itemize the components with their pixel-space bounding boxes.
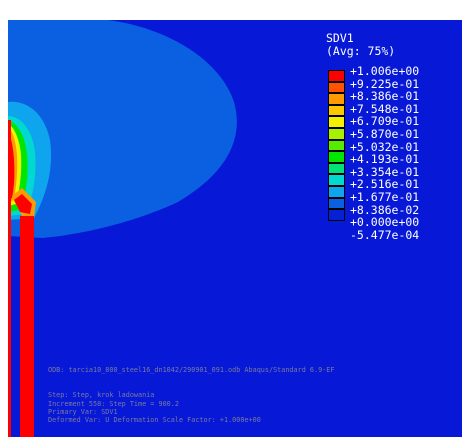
legend-value: +2.516e-01 [350, 177, 420, 192]
model-viewport[interactable]: SDV1 (Avg: 75%) +1.006e+00 +9.225e-01 +8.3… [8, 20, 462, 437]
legend-swatch [328, 139, 345, 152]
legend-swatch [328, 197, 345, 210]
red-column [20, 216, 34, 437]
legend-swatch [328, 209, 345, 221]
legend-swatch [328, 162, 345, 175]
legend-value: +9.225e-01 [350, 76, 420, 91]
legend-labels: +1.006e+00 +9.225e-01 +8.386e-01 +7.548e-01… [350, 65, 419, 241]
legend-swatch [328, 81, 345, 94]
red-column-edge [8, 120, 11, 437]
deformed-var-info: Deformed Var: U Deformation Scale Factor… [48, 416, 261, 425]
increment-info: Increment 558: Step Time = 900.2 [48, 399, 179, 408]
legend-swatch [328, 104, 345, 117]
legend-value: +3.354e-01 [350, 164, 420, 179]
legend-averaging: (Avg: 75%) [326, 44, 396, 58]
contour-plot [8, 20, 237, 437]
odb-info: ODB: tarcia10_800_steel16_dn1042/290901_… [48, 366, 335, 374]
legend-value: +7.548e-01 [350, 101, 420, 116]
legend-swatch [328, 151, 345, 163]
legend-value: +6.709e-01 [350, 114, 420, 129]
contour-band-outer [8, 20, 237, 238]
legend-swatch [328, 116, 345, 128]
legend-value: +5.870e-01 [350, 126, 420, 141]
primary-var-info: Primary Var: SDV1 [48, 407, 118, 416]
legend-swatch [328, 93, 345, 105]
legend-value: +1.006e+00 [350, 64, 420, 78]
legend-value: -5.477e-04 [350, 227, 420, 242]
legend-value: +8.386e-01 [350, 89, 420, 104]
legend-variable: SDV1 [326, 31, 354, 45]
legend-swatch [328, 70, 345, 82]
step-info: Step: Step, krok ladowania [48, 391, 155, 400]
contour-notch-core [14, 194, 32, 214]
legend-color-bar [328, 70, 345, 221]
legend-swatch [328, 185, 345, 198]
legend-value: +4.193e-01 [350, 152, 420, 167]
info-block: ODB: tarcia10_800_steel16_dn1042/290901_… [48, 366, 334, 424]
legend-value: +8.386e-02 [350, 202, 420, 217]
legend-swatch [328, 127, 345, 140]
legend-swatch [328, 174, 345, 186]
legend-value: +1.677e-01 [350, 189, 420, 204]
legend-value: +5.032e-01 [350, 139, 420, 154]
legend-value: +0.000e+00 [350, 215, 420, 230]
